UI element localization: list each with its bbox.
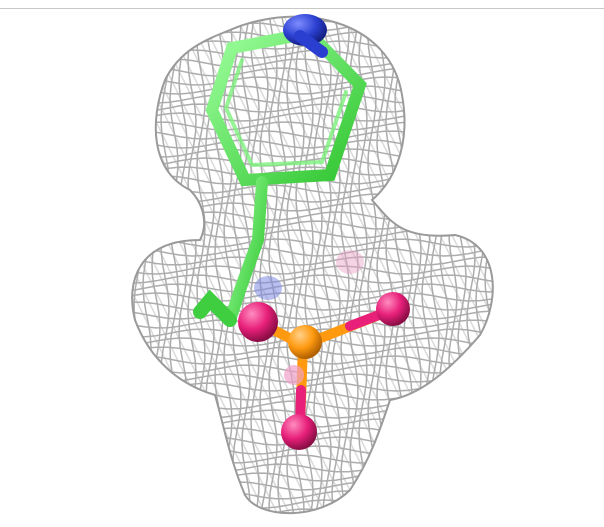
density-mesh-outline	[131, 15, 494, 515]
carbon-ring	[205, 29, 367, 187]
nitrogen-atom-faint	[254, 276, 282, 300]
oxygen-atom-mid	[284, 365, 304, 385]
nitrogen-atom	[283, 14, 328, 58]
carbon-chain	[193, 176, 268, 327]
oxygen-atom-faint	[336, 250, 364, 274]
top-divider-line	[0, 8, 604, 9]
oxygen-atom-left	[238, 302, 278, 342]
oxygen-atom-right	[376, 292, 410, 326]
oxygen-atom-bottom	[281, 414, 317, 450]
phosphorus-atom	[288, 325, 322, 359]
